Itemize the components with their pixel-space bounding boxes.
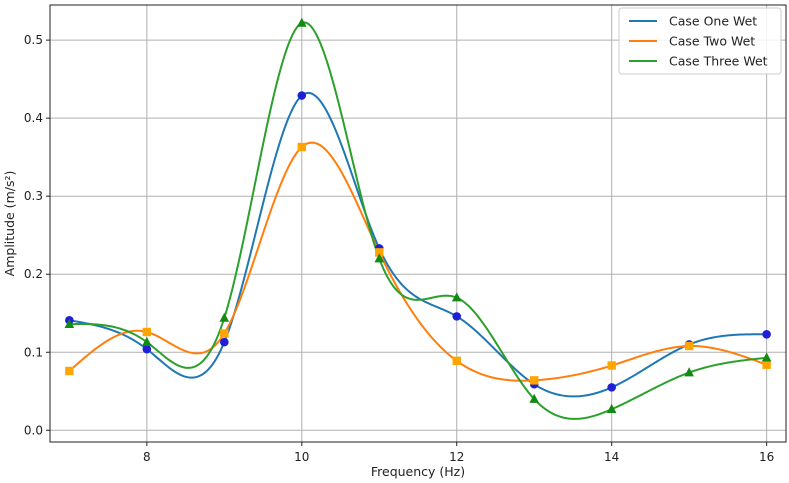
- legend-box: [618, 7, 782, 75]
- data-point-square: [452, 356, 461, 366]
- series-line-3: [69, 21, 767, 420]
- series-line-2: [68, 141, 767, 382]
- y-axis-label: Amplitude (m/s²): [2, 171, 17, 277]
- y-tick-label: 0.0: [24, 423, 43, 437]
- legend-label: Case Three Wet: [669, 54, 768, 69]
- data-point-square: [607, 361, 616, 370]
- data-point-circle: [452, 312, 462, 321]
- plot-frame: [49, 4, 787, 443]
- data-point-circle: [607, 383, 616, 392]
- data-point-square: [220, 329, 229, 338]
- x-axis-label: Frequency (Hz): [371, 464, 465, 479]
- legend-label: Case One Wet: [669, 14, 757, 29]
- y-tick-label: 0.5: [24, 33, 43, 47]
- y-tick-label: 0.1: [24, 345, 43, 359]
- data-point-triangle: [451, 292, 462, 302]
- data-point-circle: [297, 91, 307, 100]
- data-point-triangle: [606, 403, 617, 414]
- x-tick-label: 10: [294, 450, 309, 464]
- y-tick-label: 0.2: [24, 267, 43, 281]
- y-tick-label: 0.3: [24, 189, 43, 203]
- series-line-1: [69, 91, 767, 398]
- data-point-triangle: [142, 336, 152, 346]
- axis-ticks: 8 10 12 14 16 0.0 0.1 0.2 0.3 0.4 0.5: [24, 33, 774, 464]
- data-point-triangle: [219, 312, 230, 322]
- legend: Case One Wet Case Two Wet Case Three Wet: [618, 7, 782, 75]
- data-point-square: [142, 327, 152, 337]
- data-point-triangle: [684, 367, 694, 377]
- grid: [50, 5, 786, 442]
- data-point-square: [530, 376, 539, 385]
- data-point-square: [684, 341, 694, 351]
- data-point-square: [65, 366, 74, 376]
- series-markers: [64, 17, 772, 414]
- x-tick-label: 12: [449, 450, 464, 464]
- data-point-triangle: [374, 253, 385, 263]
- x-tick-label: 8: [143, 450, 151, 464]
- x-tick-label: 16: [759, 450, 774, 464]
- series-lines: [68, 21, 767, 420]
- x-tick-label: 14: [604, 450, 619, 464]
- data-point-circle: [762, 330, 771, 339]
- data-point-triangle: [529, 393, 540, 403]
- data-point-circle: [142, 344, 152, 354]
- data-point-square: [297, 142, 306, 152]
- data-point-triangle: [761, 352, 772, 362]
- data-point-circle: [220, 337, 229, 347]
- data-point-square: [762, 360, 771, 369]
- legend-label: Case Two Wet: [669, 34, 755, 49]
- data-point-triangle: [296, 17, 307, 27]
- data-point-square: [375, 248, 384, 257]
- data-point-triangle: [64, 318, 75, 328]
- y-tick-label: 0.4: [24, 111, 43, 125]
